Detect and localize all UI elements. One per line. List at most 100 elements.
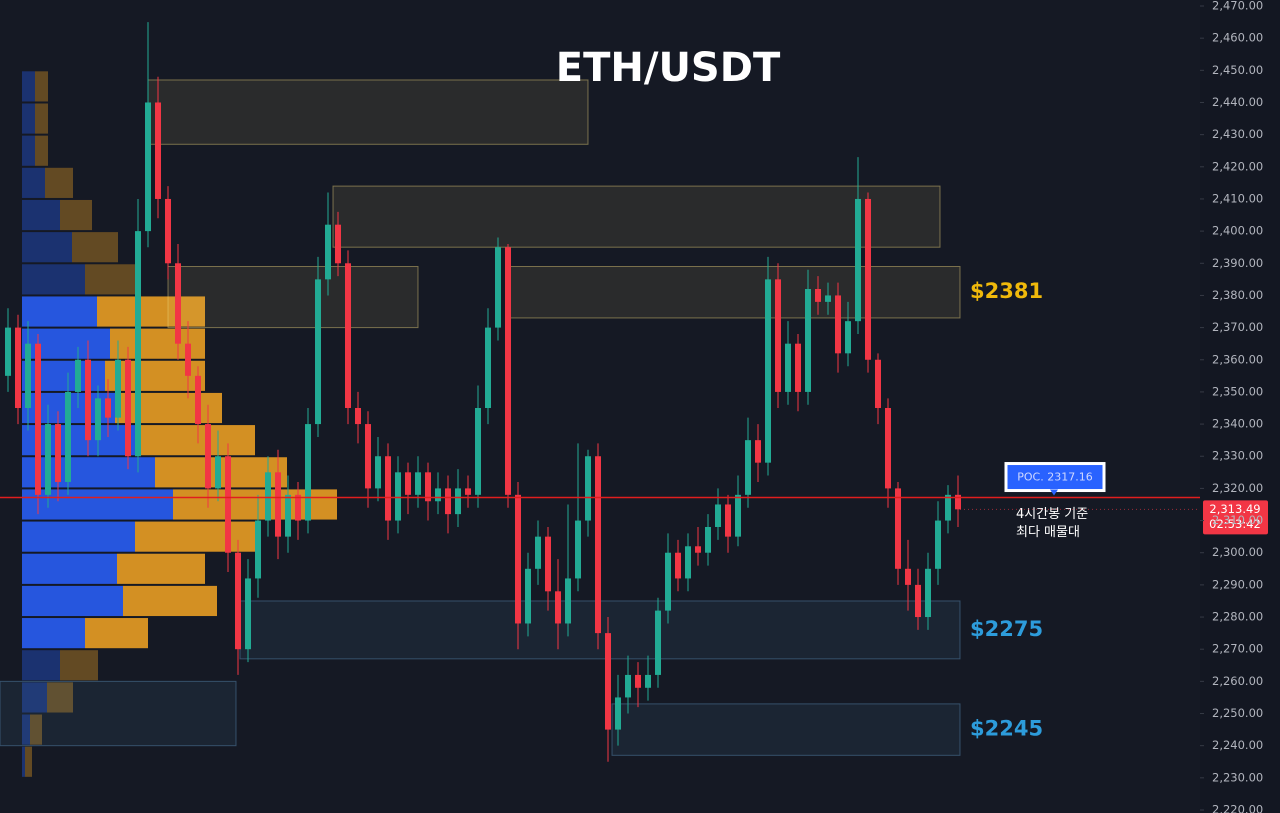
profile-sell	[25, 746, 32, 777]
zone	[0, 680, 237, 747]
profile-buy	[22, 71, 35, 102]
candle-body	[265, 472, 271, 521]
candle-body	[425, 472, 431, 502]
candle-body	[365, 424, 371, 489]
profile-buy	[22, 264, 85, 295]
y-tick-label: 2,370.00	[1212, 320, 1263, 334]
poc-note: 4시간봉 기준	[1016, 507, 1088, 522]
candle-body	[475, 408, 481, 495]
candle-body	[865, 198, 871, 360]
price-axis-background	[1200, 0, 1280, 813]
last-price-box	[1203, 500, 1268, 535]
y-tick-label: 2,220.00	[1212, 803, 1263, 813]
candle-body	[335, 224, 341, 264]
zone-label: $2381	[970, 279, 1043, 303]
zone	[167, 265, 419, 329]
candle-body	[185, 343, 191, 376]
profile-sell	[72, 232, 118, 263]
candle-body	[325, 224, 331, 280]
profile-sell	[173, 489, 337, 520]
candle-body	[735, 494, 741, 537]
profile-sell	[135, 521, 255, 552]
candle-body	[405, 472, 411, 495]
profile-sell	[35, 135, 48, 166]
candle-body	[15, 327, 21, 408]
profile-sell	[30, 714, 42, 745]
candle-body	[235, 552, 241, 650]
candle-body	[755, 440, 761, 463]
candle-body	[95, 398, 101, 441]
y-tick-label: 2,330.00	[1212, 449, 1263, 463]
profile-buy	[22, 296, 97, 327]
candle-body	[915, 584, 921, 618]
candle-body	[285, 494, 291, 537]
poc-pointer	[1050, 489, 1058, 496]
profile-sell	[47, 682, 73, 713]
candle-body	[175, 263, 181, 344]
candle-body	[605, 633, 611, 730]
candle-body	[315, 279, 321, 425]
poc-note: 최다 매물대	[1016, 525, 1080, 540]
candle-body	[855, 198, 861, 322]
y-tick-label: 2,450.00	[1212, 63, 1263, 77]
profile-buy	[22, 618, 85, 649]
candle-body	[925, 568, 931, 618]
profile-buy	[22, 232, 72, 263]
candle-body	[815, 289, 821, 302]
candle-body	[595, 456, 601, 634]
candle-body	[935, 520, 941, 569]
candle-body	[205, 424, 211, 489]
candle-body	[955, 494, 961, 510]
profile-buy	[22, 457, 155, 488]
candle-body	[645, 674, 651, 688]
candle-body	[225, 456, 231, 553]
candle-body	[525, 568, 531, 624]
candle-body	[125, 359, 131, 457]
candle-body	[135, 231, 141, 457]
profile-sell	[35, 71, 48, 102]
zone	[507, 265, 961, 319]
candle-body	[215, 456, 221, 489]
profile-buy	[22, 167, 45, 198]
profile-buy	[22, 650, 60, 681]
candle-body	[245, 578, 251, 650]
y-tick-label: 2,280.00	[1212, 610, 1263, 624]
y-tick-label: 2,300.00	[1212, 545, 1263, 559]
candle-body	[835, 295, 841, 354]
candle-body	[905, 568, 911, 585]
candle-body	[105, 398, 111, 418]
candle-body	[45, 424, 51, 495]
candle-body	[455, 488, 461, 515]
candle-body	[115, 359, 121, 418]
candle-body	[295, 494, 301, 521]
candle-body	[545, 536, 551, 592]
candle-body	[725, 504, 731, 537]
profile-buy	[22, 585, 123, 617]
y-tick-label: 2,260.00	[1212, 674, 1263, 688]
profile-sell	[35, 103, 48, 134]
profile-sell	[60, 199, 92, 231]
y-tick-label: 2,270.00	[1212, 642, 1263, 656]
chart-title: ETH/USDT	[556, 45, 781, 91]
poc-label: POC. 2317.16	[1017, 471, 1092, 484]
profile-sell	[123, 585, 217, 617]
candle-body	[435, 488, 441, 502]
profile-buy	[22, 714, 30, 745]
candle-body	[395, 472, 401, 521]
profile-buy	[22, 553, 117, 584]
candle-body	[535, 536, 541, 569]
candle-body	[895, 488, 901, 569]
candle-body	[705, 526, 711, 553]
y-tick-label: 2,360.00	[1212, 352, 1263, 366]
candle-body	[35, 343, 41, 495]
candle-body	[65, 391, 71, 482]
profile-sell	[97, 296, 205, 327]
profile-buy	[22, 135, 35, 166]
candle-body	[775, 279, 781, 392]
candle-body	[655, 610, 661, 675]
candle-body	[715, 504, 721, 527]
countdown-label: 02:53:42	[1209, 517, 1261, 531]
profile-buy	[22, 746, 25, 777]
